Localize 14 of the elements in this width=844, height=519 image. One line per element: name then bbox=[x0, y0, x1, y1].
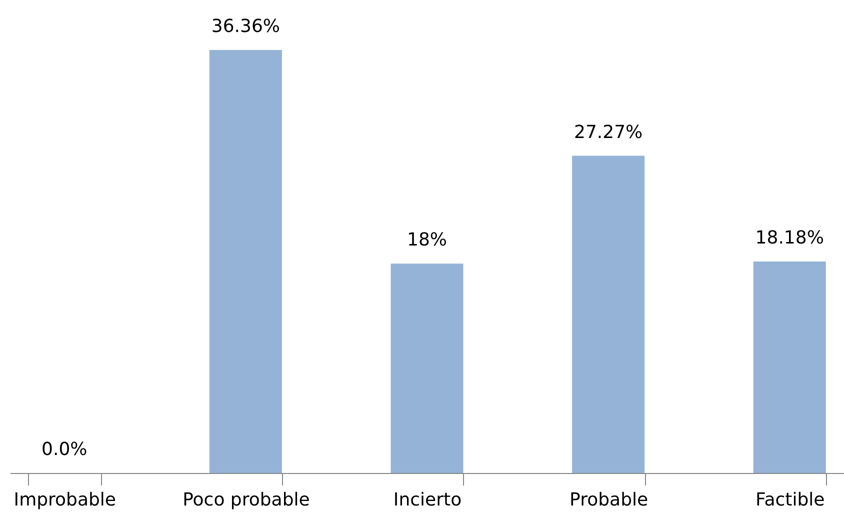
bar bbox=[390, 264, 464, 473]
bar bbox=[209, 50, 282, 473]
x-tick-label: Probable bbox=[570, 490, 648, 510]
x-tick-label: Incierto bbox=[393, 490, 462, 510]
x-tick-label: Poco probable bbox=[182, 490, 310, 510]
data-label: 18.18% bbox=[755, 228, 824, 248]
x-tick-label: Improbable bbox=[14, 490, 116, 510]
data-label: 18% bbox=[406, 230, 448, 251]
data-label: 36.36% bbox=[211, 16, 280, 37]
data-label: 27.27% bbox=[574, 122, 643, 143]
bar bbox=[753, 262, 826, 473]
bar bbox=[572, 156, 645, 473]
x-tick-label: Factible bbox=[756, 490, 825, 510]
data-label: 0.0% bbox=[42, 439, 88, 460]
